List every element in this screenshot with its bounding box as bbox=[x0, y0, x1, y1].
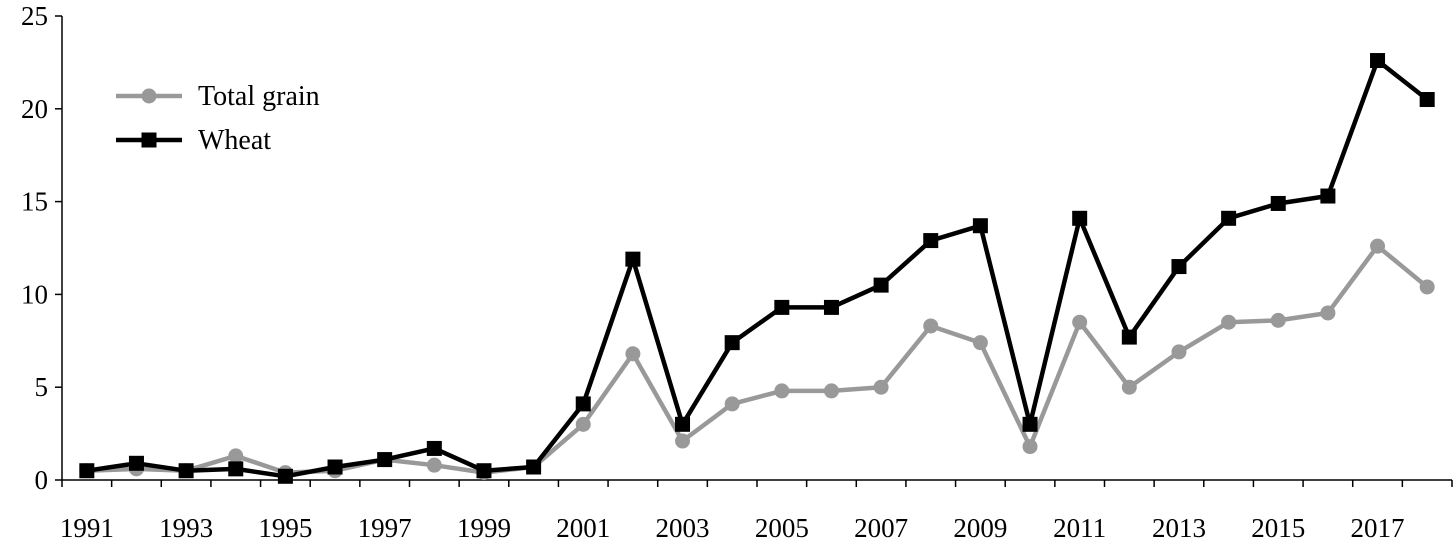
x-tick-label: 1999 bbox=[457, 513, 511, 543]
data-point bbox=[575, 396, 591, 412]
x-tick-label: 2017 bbox=[1351, 513, 1405, 543]
data-point bbox=[873, 379, 889, 395]
legend: Total grain Wheat bbox=[116, 81, 320, 156]
data-point bbox=[923, 318, 939, 334]
data-point bbox=[1419, 279, 1435, 295]
x-tick-label: 2009 bbox=[953, 513, 1007, 543]
data-point bbox=[476, 463, 492, 479]
data-point bbox=[575, 416, 591, 432]
legend-item: Wheat bbox=[116, 125, 271, 156]
data-point bbox=[1022, 416, 1038, 432]
series-layer bbox=[79, 53, 1435, 484]
x-tick-label: 2007 bbox=[854, 513, 908, 543]
data-point bbox=[1370, 53, 1386, 69]
data-point bbox=[724, 335, 740, 351]
data-point bbox=[1121, 329, 1137, 345]
legend-item: Total grain bbox=[116, 81, 320, 112]
x-tick-label: 1997 bbox=[358, 513, 412, 543]
data-point bbox=[377, 452, 393, 468]
data-point bbox=[1022, 439, 1038, 455]
series-total-grain bbox=[79, 238, 1435, 481]
data-point bbox=[1270, 195, 1286, 211]
data-point bbox=[675, 433, 691, 449]
data-point bbox=[1320, 305, 1336, 321]
data-point bbox=[426, 440, 442, 456]
data-point bbox=[1072, 314, 1088, 330]
data-point bbox=[774, 299, 790, 315]
y-tick-label: 0 bbox=[35, 465, 49, 495]
x-tick-label: 2011 bbox=[1053, 513, 1106, 543]
x-tick-label: 2015 bbox=[1251, 513, 1305, 543]
x-tick-label: 2013 bbox=[1152, 513, 1206, 543]
x-tick-label: 2005 bbox=[755, 513, 809, 543]
data-point bbox=[873, 277, 889, 293]
legend-marker bbox=[141, 88, 157, 104]
data-point bbox=[724, 396, 740, 412]
data-point bbox=[1320, 188, 1336, 204]
data-point bbox=[526, 459, 542, 475]
data-point bbox=[675, 416, 691, 432]
x-tick-label: 2001 bbox=[556, 513, 610, 543]
data-point bbox=[178, 463, 194, 479]
series-line bbox=[86, 243, 1429, 475]
legend-label: Total grain bbox=[198, 81, 320, 112]
y-tick-label: 25 bbox=[21, 1, 48, 31]
x-tick-label: 2003 bbox=[656, 513, 710, 543]
data-point bbox=[774, 383, 790, 399]
y-tick-label: 20 bbox=[21, 94, 48, 124]
data-point bbox=[972, 335, 988, 351]
data-point bbox=[625, 346, 641, 362]
data-point bbox=[426, 457, 442, 473]
data-point bbox=[79, 463, 95, 479]
data-point bbox=[1072, 210, 1088, 226]
legend-label: Wheat bbox=[198, 125, 271, 156]
x-tick-label: 1995 bbox=[258, 513, 312, 543]
data-point bbox=[1221, 314, 1237, 330]
data-point bbox=[277, 468, 293, 484]
data-point bbox=[823, 383, 839, 399]
data-point bbox=[1270, 312, 1286, 328]
data-point bbox=[228, 461, 244, 477]
data-point bbox=[228, 448, 244, 464]
series-line bbox=[86, 58, 1429, 479]
y-tick-label: 15 bbox=[21, 187, 48, 217]
data-point bbox=[923, 233, 939, 249]
data-point bbox=[1370, 238, 1386, 254]
data-point bbox=[1171, 259, 1187, 275]
data-point bbox=[1171, 344, 1187, 360]
x-tick-label: 1993 bbox=[159, 513, 213, 543]
data-point bbox=[327, 459, 343, 475]
axes: 0 5 10 15 20 25 1991 1993 1995 1997 1999 2001 2003 20… bbox=[21, 1, 1453, 543]
data-point bbox=[1419, 92, 1435, 108]
data-point bbox=[1221, 210, 1237, 226]
y-tick-label: 5 bbox=[35, 372, 49, 402]
data-point bbox=[823, 299, 839, 315]
data-point bbox=[128, 455, 144, 471]
y-tick-label: 10 bbox=[21, 279, 48, 309]
data-point bbox=[972, 218, 988, 234]
data-point bbox=[625, 251, 641, 267]
data-point bbox=[1121, 379, 1137, 395]
series-wheat bbox=[79, 53, 1435, 484]
legend-marker bbox=[141, 132, 157, 148]
x-tick-label: 1991 bbox=[60, 513, 114, 543]
